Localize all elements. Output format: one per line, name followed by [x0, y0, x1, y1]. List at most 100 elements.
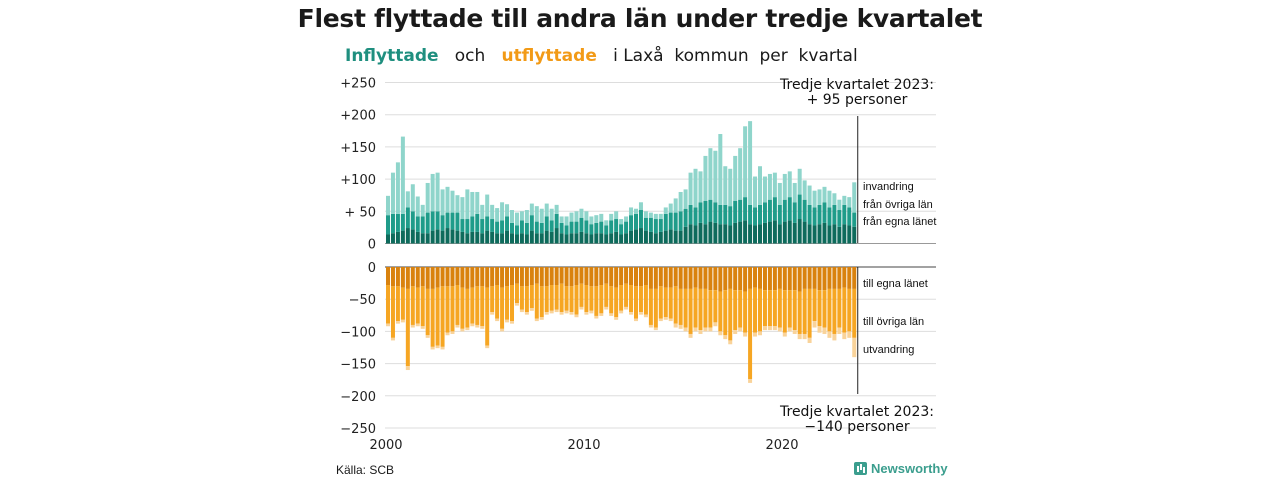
- bar-out: [802, 267, 807, 289]
- bar-out: [549, 267, 554, 286]
- bar-in: [822, 186, 827, 203]
- bar-out: [648, 267, 653, 289]
- bar-out: [495, 267, 500, 286]
- bar-out: [386, 323, 390, 327]
- bar-in: [604, 225, 609, 235]
- bar-in: [753, 207, 758, 226]
- bar-in: [435, 172, 440, 212]
- bar-out: [559, 267, 564, 284]
- bar-out: [415, 287, 420, 324]
- bar-out: [738, 267, 743, 291]
- bar-out: [703, 288, 708, 328]
- bar-out: [847, 331, 852, 338]
- bar-in: [713, 222, 718, 244]
- bar-in: [579, 231, 584, 244]
- bar-in: [698, 222, 703, 244]
- bar-out: [599, 285, 604, 314]
- bar-out: [777, 267, 782, 289]
- bar-out: [465, 267, 470, 289]
- bar-in: [425, 212, 430, 234]
- bar-in: [842, 204, 847, 225]
- bar-out: [852, 267, 857, 289]
- bar-in: [529, 230, 534, 244]
- bar-in: [420, 204, 425, 217]
- bar-out: [495, 285, 500, 319]
- bar-out: [589, 267, 594, 287]
- bar-out: [544, 312, 549, 315]
- bar-in: [524, 210, 529, 223]
- bar-out: [723, 335, 728, 340]
- bar-out: [648, 288, 653, 325]
- bar-out: [514, 267, 519, 284]
- bar-in: [395, 231, 400, 244]
- bar-out: [738, 290, 743, 328]
- bar-out: [668, 318, 673, 322]
- bar-in: [852, 212, 857, 227]
- bar-out: [713, 267, 718, 291]
- bar-out: [435, 345, 440, 349]
- bar-out: [445, 267, 450, 287]
- bar-out: [440, 346, 445, 350]
- bar-in: [758, 204, 762, 225]
- bar-out: [574, 314, 579, 318]
- bar-in: [425, 182, 430, 213]
- bar-in: [708, 148, 713, 200]
- bar-out: [584, 267, 589, 286]
- bar-in: [554, 228, 559, 244]
- bar-out: [663, 287, 668, 318]
- bar-out: [480, 267, 485, 287]
- bar-in: [678, 230, 683, 244]
- subtitle-inflyttade: Inflyttade: [345, 46, 439, 66]
- bar-out: [683, 267, 688, 289]
- bar-in: [693, 207, 698, 226]
- bar-in: [445, 186, 450, 213]
- bar-in: [663, 207, 668, 214]
- bar-out: [852, 337, 857, 358]
- y-tick-label: 0: [368, 261, 376, 276]
- bar-out: [579, 267, 584, 284]
- bar-in: [544, 203, 549, 217]
- bar-in: [634, 213, 638, 230]
- bar-in: [574, 211, 579, 222]
- bar-out: [460, 287, 465, 329]
- bar-out: [440, 267, 445, 287]
- bar-in: [802, 180, 807, 200]
- bar-out: [812, 267, 817, 289]
- bar-in: [827, 190, 832, 208]
- bar-in: [559, 216, 564, 223]
- bar-out: [609, 313, 614, 316]
- bar-in: [440, 189, 445, 216]
- bar-in: [539, 233, 544, 244]
- bar-out: [817, 326, 822, 333]
- bar-in: [624, 233, 629, 244]
- bar-out: [589, 310, 594, 314]
- bar-out: [415, 267, 420, 288]
- bar-in: [738, 199, 743, 222]
- bar-in: [564, 225, 569, 235]
- bar-in: [683, 189, 688, 209]
- bar-in: [430, 211, 435, 231]
- bar-in: [718, 204, 723, 225]
- series-label-in: från övriga län: [863, 199, 933, 211]
- bar-in: [510, 210, 514, 223]
- bar-out: [549, 310, 554, 314]
- bar-in: [827, 225, 832, 244]
- bar-in: [480, 233, 485, 244]
- bar-in: [658, 213, 663, 220]
- bar-in: [713, 150, 718, 203]
- bar-out: [505, 319, 510, 323]
- bar-out: [758, 267, 762, 289]
- y-tick-label: +150: [340, 141, 376, 156]
- chart-subtitle: Inflyttade och utflyttade i Laxå kommun …: [345, 46, 858, 66]
- bar-in: [787, 220, 792, 244]
- bar-out: [738, 327, 743, 332]
- bar-in: [832, 193, 837, 205]
- bar-out: [445, 332, 450, 336]
- bar-out: [430, 346, 435, 350]
- bar-out: [435, 287, 440, 346]
- bar-in: [549, 220, 554, 232]
- bar-in: [643, 211, 648, 218]
- bar-out: [718, 331, 723, 336]
- bar-in: [599, 221, 604, 234]
- y-tick-label: −150: [340, 358, 376, 373]
